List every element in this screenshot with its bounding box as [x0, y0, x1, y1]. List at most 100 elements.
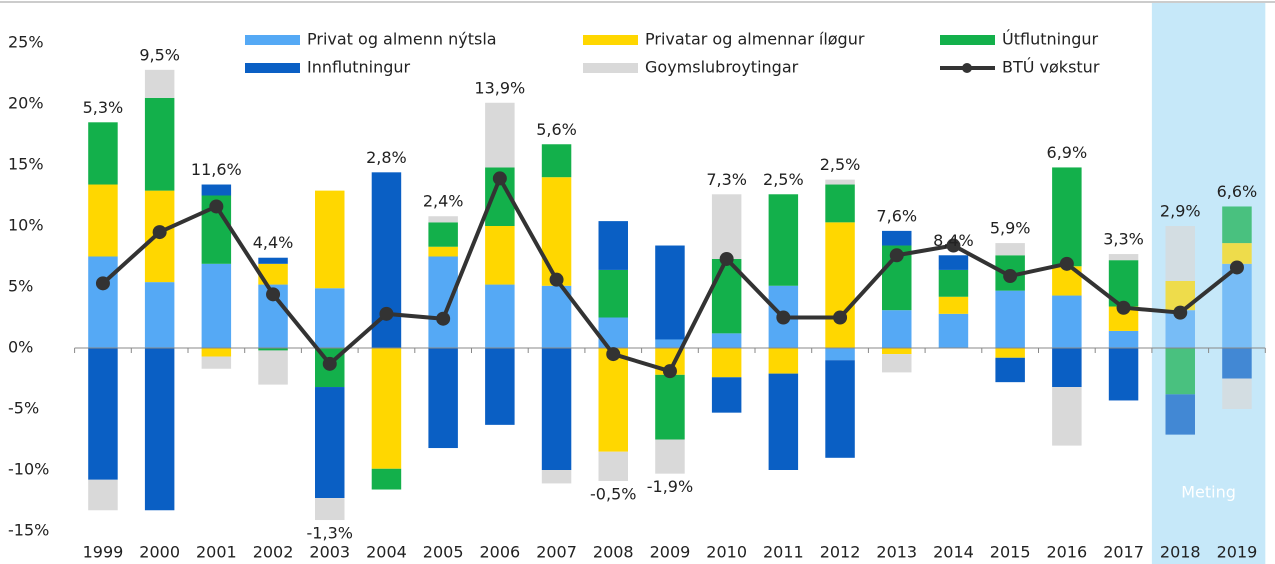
data-label: 2,5%: [820, 155, 861, 174]
bar-segment: [371, 468, 402, 490]
bar-segment: [825, 348, 855, 361]
growth-point: [492, 171, 507, 186]
bar-segment: [258, 348, 288, 351]
growth-point: [719, 251, 734, 266]
bar-segment: [201, 356, 232, 369]
growth-point: [209, 199, 224, 214]
bar-segment: [655, 439, 685, 474]
bar-segment: [825, 179, 855, 185]
bar-segment: [144, 69, 175, 98]
x-tick-label: 2012: [820, 543, 861, 562]
data-label: 6,6%: [1217, 182, 1258, 201]
bar-segment: [711, 348, 742, 378]
legend-swatch: [245, 63, 300, 73]
data-label: 7,3%: [706, 170, 747, 189]
y-tick-label: 5%: [8, 277, 33, 296]
bar-segment: [1222, 206, 1252, 244]
bar-segment: [882, 348, 912, 355]
bar-segment: [598, 348, 628, 452]
growth-point: [95, 276, 110, 291]
growth-point: [152, 225, 167, 240]
bar-segment: [1222, 243, 1252, 264]
growth-point: [266, 287, 281, 302]
bar-segment: [882, 354, 912, 373]
bar-segment: [655, 374, 685, 440]
bar-segment: [541, 177, 572, 286]
y-tick-label: -10%: [8, 460, 49, 479]
x-tick-label: 2008: [593, 543, 634, 562]
bar-segment: [1052, 167, 1082, 267]
y-tick-label: -15%: [8, 521, 49, 540]
growth-point: [1229, 260, 1244, 275]
x-tick-label: 2001: [196, 543, 237, 562]
bar-segment: [428, 246, 458, 257]
legend-label: Privat og almenn nýtsla: [307, 30, 497, 49]
data-label: 11,6%: [191, 160, 242, 179]
bar-segment: [938, 255, 969, 270]
bar-segment: [201, 263, 232, 348]
y-tick-label: 0%: [8, 338, 33, 357]
x-tick-label: 2007: [536, 543, 577, 562]
bar-segment: [428, 256, 458, 348]
bar-segment: [541, 285, 572, 348]
data-label: 2,8%: [366, 148, 407, 167]
data-label: 3,3%: [1103, 230, 1144, 249]
bar-segment: [88, 122, 118, 185]
legend-label: Goymslubroytingar: [645, 58, 799, 77]
x-tick-label: 2015: [990, 543, 1031, 562]
x-tick-label: 2006: [479, 543, 520, 562]
bar-segment: [88, 348, 118, 480]
bar-segment: [768, 194, 799, 286]
growth-point: [946, 238, 961, 253]
bar-segment: [1108, 348, 1139, 401]
x-tick-label: 2010: [706, 543, 747, 562]
bar-segment: [825, 184, 855, 223]
legend-swatch: [583, 63, 638, 73]
growth-point: [379, 306, 394, 321]
data-label: 5,9%: [990, 219, 1031, 238]
bar-segment: [201, 348, 232, 357]
data-label: -1,9%: [647, 477, 693, 496]
bar-segment: [711, 333, 742, 348]
bar-segment: [485, 226, 515, 285]
x-tick-label: 2009: [650, 543, 691, 562]
bar-segment: [1052, 295, 1082, 348]
data-label: 4,4%: [253, 233, 294, 252]
legend-dot: [962, 63, 972, 73]
bar-segment: [1052, 387, 1082, 446]
growth-point: [1173, 305, 1188, 320]
legend-swatch: [940, 35, 995, 45]
bar-segment: [995, 243, 1025, 256]
legend-swatch: [583, 35, 638, 45]
growth-point: [662, 364, 677, 379]
x-tick-label: 2013: [876, 543, 917, 562]
bar-segment: [598, 451, 628, 481]
bar-segment: [485, 348, 515, 425]
growth-point: [833, 310, 848, 325]
x-tick-label: 2011: [763, 543, 804, 562]
growth-point: [322, 356, 337, 371]
x-tick-label: 2005: [423, 543, 464, 562]
x-tick-label: 2003: [309, 543, 350, 562]
growth-point: [549, 272, 564, 287]
x-tick-label: 2018: [1160, 543, 1201, 562]
x-tick-label: 2000: [139, 543, 180, 562]
bar-segment: [938, 296, 969, 314]
data-label: -1,3%: [307, 524, 353, 543]
bar-segment: [88, 184, 118, 257]
bar-segment: [825, 360, 855, 458]
forecast-overlay: [1151, 3, 1266, 564]
bar-segment: [88, 479, 118, 511]
y-tick-label: 20%: [8, 94, 44, 113]
legend-label: Innflutningur: [307, 58, 411, 77]
bar-segment: [768, 373, 799, 470]
data-label: 6,9%: [1047, 143, 1088, 162]
bar-segment: [541, 348, 572, 470]
bar-segment: [882, 230, 912, 246]
bar-segment: [598, 221, 628, 270]
bar-segment: [1222, 378, 1252, 409]
bar-segment: [1165, 226, 1195, 281]
bar-segment: [1165, 348, 1195, 395]
y-tick-label: 25%: [8, 33, 44, 52]
